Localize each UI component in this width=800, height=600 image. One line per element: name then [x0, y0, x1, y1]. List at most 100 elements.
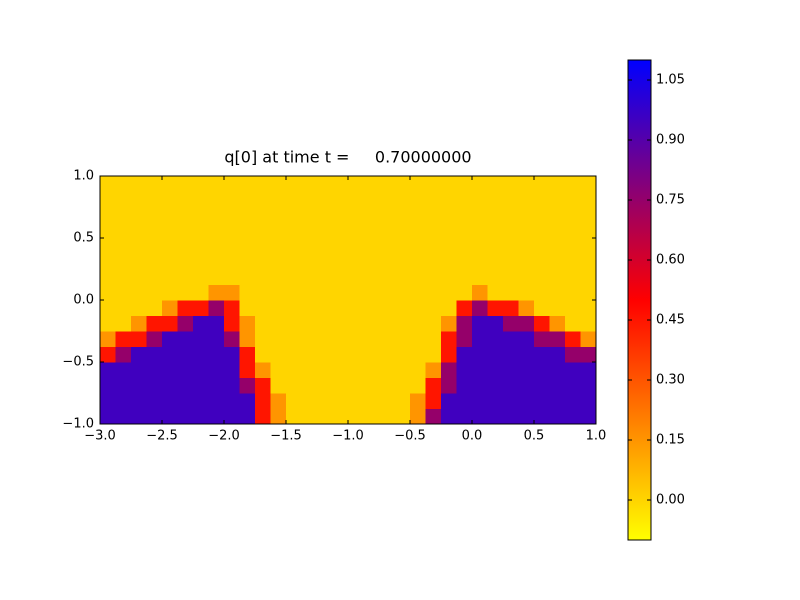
heat-cell	[208, 362, 225, 378]
heat-cell	[580, 191, 597, 208]
heat-cell	[487, 408, 504, 425]
heat-cell	[565, 346, 581, 363]
heat-cell	[503, 284, 519, 301]
heat-cell	[239, 331, 256, 347]
heat-cell	[301, 315, 318, 332]
heat-cell	[177, 300, 194, 316]
heat-cell	[193, 238, 209, 254]
heat-cell	[518, 222, 535, 239]
heat-cell	[208, 300, 225, 316]
heat-cell	[115, 377, 132, 394]
heat-cell	[580, 393, 597, 409]
heat-cell	[348, 362, 364, 378]
colorbar-tick-label: 0.45	[656, 313, 685, 328]
heat-cell	[286, 222, 302, 239]
heat-cell	[239, 346, 256, 363]
heat-cell	[146, 362, 163, 378]
heat-cell	[162, 300, 178, 316]
heat-cell	[301, 331, 318, 347]
heat-cell	[410, 207, 426, 223]
heat-cell	[487, 346, 504, 363]
heat-cell	[208, 191, 225, 208]
heat-cell	[518, 315, 535, 332]
heat-cell	[286, 253, 302, 270]
heat-cell	[131, 346, 147, 363]
heat-cell	[549, 315, 566, 332]
heat-cell	[379, 238, 395, 254]
heat-cell	[394, 362, 411, 378]
heat-cell	[332, 300, 349, 316]
heat-cell	[146, 300, 163, 316]
heat-cell	[394, 300, 411, 316]
heat-cell	[348, 300, 364, 316]
heat-cell	[410, 393, 426, 409]
heat-cell	[363, 269, 380, 285]
heat-cell	[270, 222, 287, 239]
heat-cell	[115, 284, 132, 301]
heat-cell	[379, 253, 395, 270]
heat-cell	[503, 269, 519, 285]
heat-cell	[100, 300, 116, 316]
heat-cell	[565, 191, 581, 208]
heat-cell	[332, 346, 349, 363]
heat-cell	[239, 253, 256, 270]
heat-cell	[441, 408, 457, 425]
heat-cell	[518, 269, 535, 285]
heat-cell	[441, 207, 457, 223]
heat-cell	[518, 207, 535, 223]
heat-cell	[286, 269, 302, 285]
heat-cell	[162, 408, 178, 425]
heat-cell	[425, 315, 442, 332]
heat-cell	[410, 408, 426, 425]
heat-cell	[332, 362, 349, 378]
heat-cell	[441, 222, 457, 239]
heat-cell	[565, 377, 581, 394]
heat-cell	[580, 346, 597, 363]
heat-cell	[255, 346, 271, 363]
y-tick-label: −0.5	[62, 355, 94, 370]
heat-cell	[394, 346, 411, 363]
heat-cell	[456, 222, 473, 239]
heat-cell	[441, 269, 457, 285]
heat-cell	[565, 222, 581, 239]
heat-cell	[301, 300, 318, 316]
heat-cell	[131, 238, 147, 254]
heat-cell	[425, 207, 442, 223]
heat-cell	[348, 315, 364, 332]
heat-cell	[270, 176, 287, 192]
heat-cell	[518, 253, 535, 270]
heat-cell	[410, 238, 426, 254]
heat-cell	[518, 377, 535, 394]
heat-cell	[487, 377, 504, 394]
heat-cell	[270, 191, 287, 208]
heat-cell	[534, 408, 550, 425]
heat-cell	[425, 393, 442, 409]
heat-cell	[472, 284, 488, 301]
heat-cell	[255, 238, 271, 254]
heat-cell	[565, 238, 581, 254]
heat-cell	[441, 300, 457, 316]
heat-cell	[549, 408, 566, 425]
heat-cell	[317, 253, 333, 270]
heat-cell	[286, 207, 302, 223]
heat-cell	[131, 362, 147, 378]
heat-cell	[177, 362, 194, 378]
heat-cell	[534, 393, 550, 409]
heat-cell	[394, 176, 411, 192]
heat-cell	[115, 222, 132, 239]
heat-cell	[456, 362, 473, 378]
heat-cell	[100, 284, 116, 301]
heat-cell	[131, 331, 147, 347]
heat-cell	[286, 238, 302, 254]
x-tick-label: 1.0	[586, 429, 607, 444]
heat-cell	[239, 315, 256, 332]
heat-cell	[518, 331, 535, 347]
heat-cell	[472, 346, 488, 363]
heat-cell	[270, 393, 287, 409]
heat-cell	[363, 176, 380, 192]
heat-cell	[379, 284, 395, 301]
heat-cell	[410, 346, 426, 363]
heat-cell	[162, 377, 178, 394]
heat-cell	[208, 222, 225, 239]
